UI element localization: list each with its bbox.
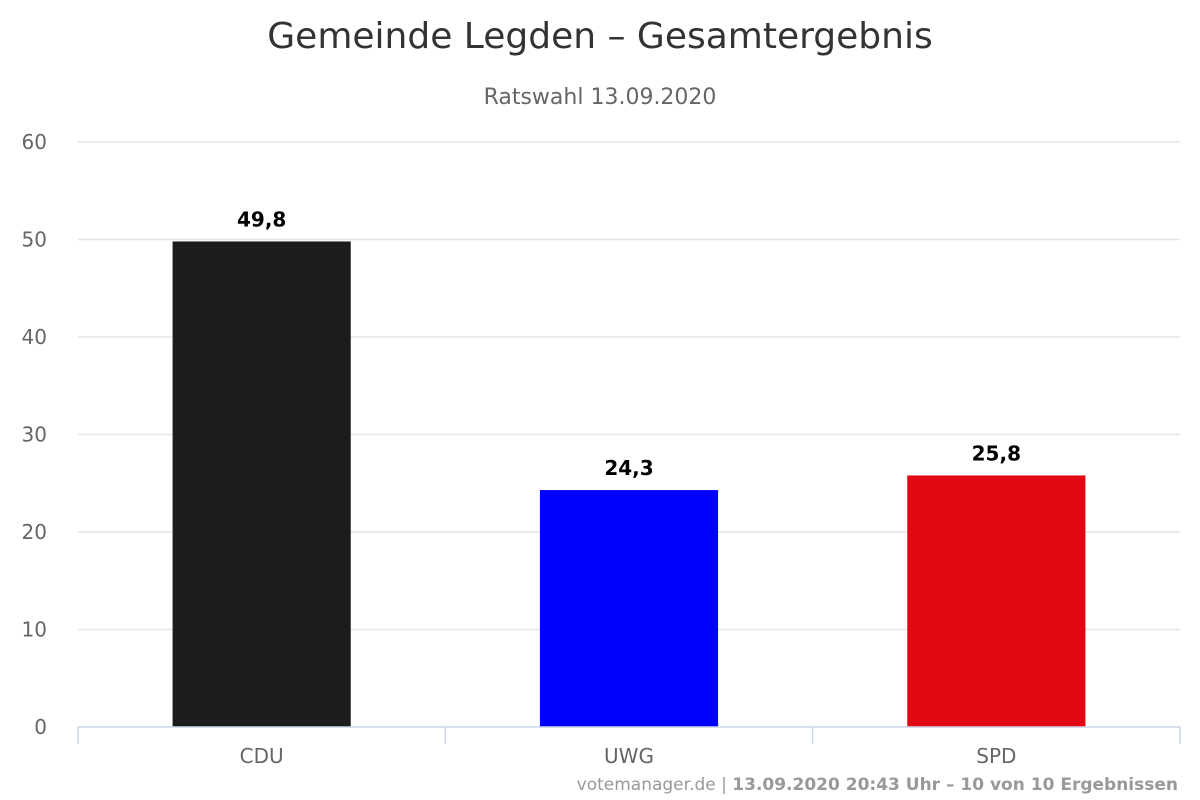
- chart-subtitle: Ratswahl 13.09.2020: [484, 85, 717, 110]
- data-labels: 49,8 24,3 25,8: [237, 207, 1021, 480]
- x-axis: CDU UWG SPD: [77, 726, 1181, 768]
- y-tick-label: 10: [22, 618, 47, 642]
- bars: [172, 241, 1086, 727]
- bar-spd[interactable]: [907, 475, 1086, 727]
- data-label-cdu: 49,8: [237, 207, 286, 231]
- y-tick-label: 50: [22, 228, 47, 252]
- chart-title: Gemeinde Legden – Gesamtergebnis: [267, 16, 932, 57]
- credits-info: 13.09.2020 20:43 Uhr – 10 von 10 Ergebni…: [732, 775, 1178, 795]
- bar-cdu[interactable]: [172, 241, 351, 727]
- y-tick-label: 20: [22, 520, 47, 544]
- data-label-uwg: 24,3: [604, 456, 653, 480]
- x-tick-label-uwg: UWG: [604, 744, 654, 768]
- credits-separator: |: [716, 775, 733, 795]
- x-tick-label-cdu: CDU: [240, 744, 284, 768]
- y-tick-label: 30: [22, 423, 47, 447]
- credits-source[interactable]: votemanager.de: [577, 775, 716, 795]
- y-tick-label: 0: [34, 715, 47, 739]
- bar-uwg[interactable]: [539, 490, 719, 727]
- data-label-spd: 25,8: [972, 441, 1021, 465]
- x-tick-label-spd: SPD: [976, 744, 1016, 768]
- credits[interactable]: votemanager.de | 13.09.2020 20:43 Uhr – …: [577, 775, 1178, 795]
- y-tick-label: 40: [22, 325, 47, 349]
- y-tick-label: 60: [22, 130, 47, 154]
- y-axis-tick-labels: 0 10 20 30 40 50 60: [22, 130, 47, 739]
